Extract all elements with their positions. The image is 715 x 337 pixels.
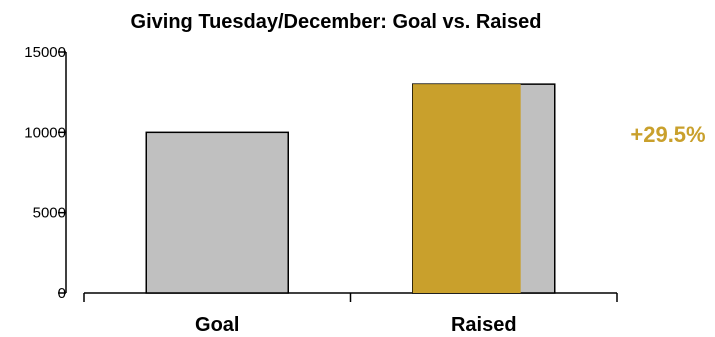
- x-tick-label: Raised: [451, 314, 517, 336]
- y-tick-label: 10000: [24, 124, 66, 141]
- x-tick-label: Goal: [195, 314, 239, 336]
- x-tick-labels: Goal Raised: [195, 314, 517, 336]
- bar-goal: [146, 132, 288, 293]
- percent-change-annotation: +29.5%: [630, 122, 705, 147]
- y-tick-label: 0: [58, 285, 66, 302]
- y-tick-labels: 0 5000 10000 15000: [24, 44, 66, 302]
- chart-title: Giving Tuesday/December: Goal vs. Raised: [131, 11, 542, 33]
- y-tick-label: 15000: [24, 44, 66, 61]
- y-tick-label: 5000: [33, 205, 66, 222]
- bars: [146, 84, 555, 293]
- y-axis: [58, 52, 66, 293]
- x-axis: [84, 293, 617, 302]
- overlay-bar-raised: [413, 84, 521, 293]
